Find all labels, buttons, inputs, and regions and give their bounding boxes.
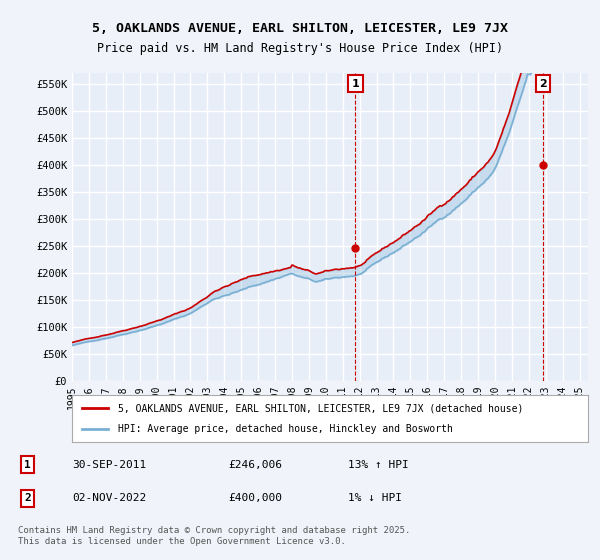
Text: £246,006: £246,006: [228, 460, 282, 470]
Text: 2: 2: [539, 78, 547, 88]
Text: £400,000: £400,000: [228, 493, 282, 503]
Text: 30-SEP-2011: 30-SEP-2011: [72, 460, 146, 470]
Text: 02-NOV-2022: 02-NOV-2022: [72, 493, 146, 503]
Text: 2: 2: [24, 493, 31, 503]
Text: Contains HM Land Registry data © Crown copyright and database right 2025.
This d: Contains HM Land Registry data © Crown c…: [18, 526, 410, 546]
Text: 5, OAKLANDS AVENUE, EARL SHILTON, LEICESTER, LE9 7JX: 5, OAKLANDS AVENUE, EARL SHILTON, LEICES…: [92, 22, 508, 35]
Text: 1: 1: [24, 460, 31, 470]
Text: 5, OAKLANDS AVENUE, EARL SHILTON, LEICESTER, LE9 7JX (detached house): 5, OAKLANDS AVENUE, EARL SHILTON, LEICES…: [118, 403, 524, 413]
Text: 1: 1: [352, 78, 359, 88]
Text: HPI: Average price, detached house, Hinckley and Bosworth: HPI: Average price, detached house, Hinc…: [118, 424, 454, 434]
Text: 1% ↓ HPI: 1% ↓ HPI: [348, 493, 402, 503]
Text: Price paid vs. HM Land Registry's House Price Index (HPI): Price paid vs. HM Land Registry's House …: [97, 42, 503, 55]
Text: 13% ↑ HPI: 13% ↑ HPI: [348, 460, 409, 470]
